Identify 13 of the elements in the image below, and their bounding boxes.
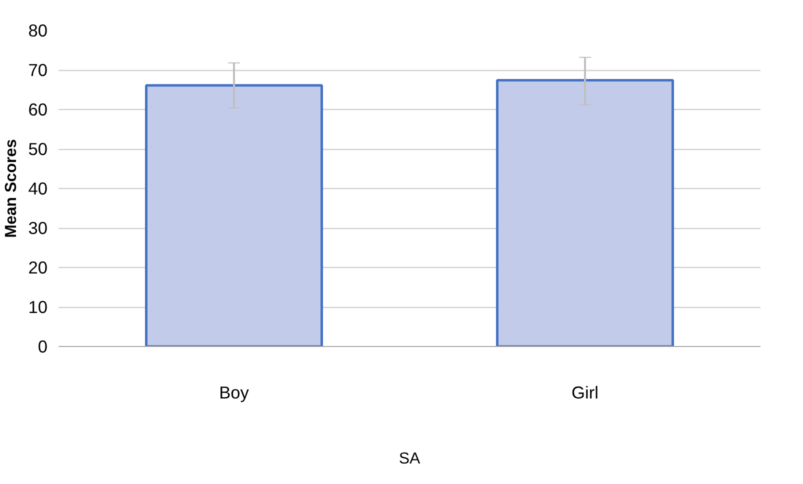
- x-axis-title: SA: [398, 450, 420, 468]
- y-tick-label: 30: [28, 218, 48, 238]
- y-tick-label: 40: [28, 178, 48, 198]
- y-tick-label: 60: [28, 100, 48, 120]
- y-tick-label: 10: [28, 297, 48, 317]
- y-tick-label: 0: [38, 336, 48, 356]
- x-tick-label: Boy: [219, 382, 250, 402]
- y-tick-label: 70: [28, 60, 48, 80]
- y-tick-label: 80: [28, 20, 48, 40]
- y-tick-label: 50: [28, 139, 48, 159]
- y-axis-title: Mean Scores: [3, 139, 20, 238]
- y-tick-label: 20: [28, 258, 48, 278]
- x-tick-label: Girl: [572, 382, 598, 402]
